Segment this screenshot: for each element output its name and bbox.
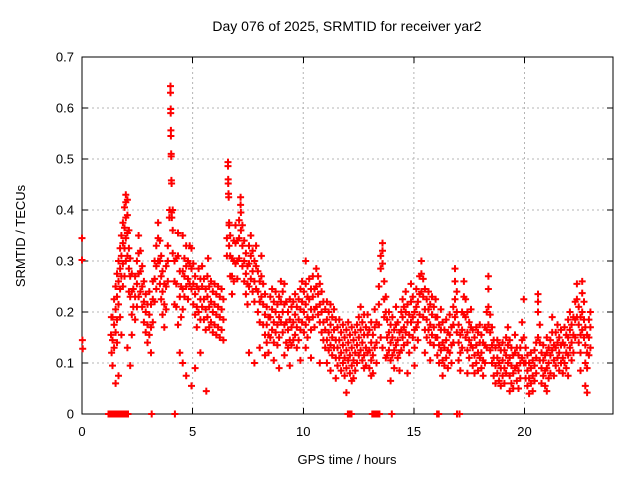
y-tick-label: 0.2 — [56, 305, 74, 320]
tick-labels: 0 5 10 15 20 0 0.1 0.2 0.3 0.4 0.5 0.6 0.7 — [56, 50, 532, 440]
y-tick-label: 0.4 — [56, 203, 74, 218]
y-tick-label: 0.6 — [56, 101, 74, 116]
series-SRMTID — [78, 82, 594, 418]
x-axis-label: GPS time / hours — [298, 452, 397, 467]
y-tick-label: 0 — [67, 407, 74, 422]
x-tick-label: 0 — [78, 424, 85, 439]
x-tick-label: 15 — [407, 424, 421, 439]
y-tick-label: 0.5 — [56, 152, 74, 167]
x-tick-label: 10 — [296, 424, 310, 439]
y-tick-label: 0.3 — [56, 254, 74, 269]
y-axis-label: SRMTID / TECUs — [13, 184, 28, 287]
data-points — [78, 82, 594, 418]
y-tick-label: 0.7 — [56, 50, 74, 65]
x-tick-label: 20 — [517, 424, 531, 439]
x-tick-label: 5 — [189, 424, 196, 439]
chart-title: Day 076 of 2025, SRMTID for receiver yar… — [212, 18, 481, 34]
y-tick-label: 0.1 — [56, 356, 74, 371]
